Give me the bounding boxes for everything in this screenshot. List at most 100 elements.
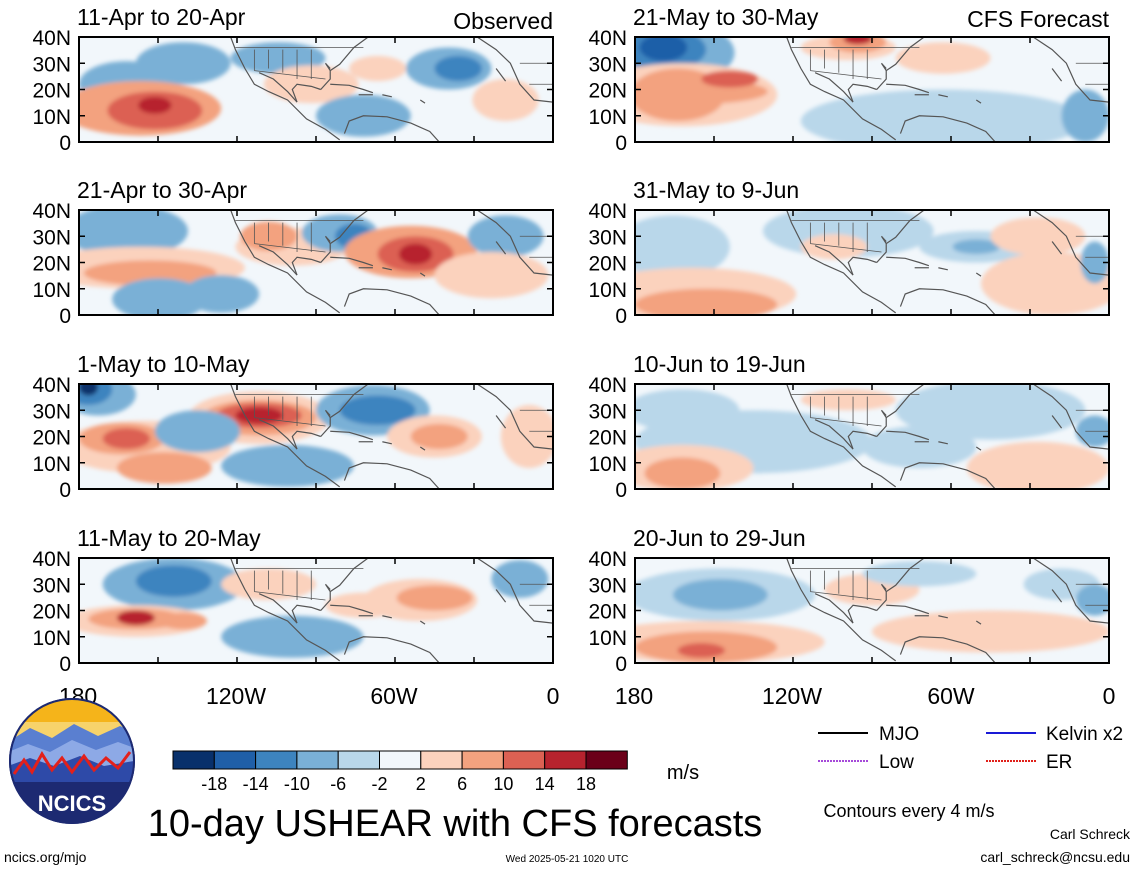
shear-field-observed-4 (79, 558, 553, 663)
shear-contour (635, 288, 778, 315)
panel-forecast-1: 21-May to 30-May 40N 30N 20N 10N 0 (588, 4, 1110, 155)
y-tick-label: 0 (59, 305, 71, 328)
colorbar-swatch (502, 750, 546, 770)
y-tick-label: 10N (588, 453, 627, 476)
colorbar-swatch (585, 750, 628, 770)
y-tick-label: 20N (588, 253, 627, 276)
shear-field-forecast-2 (635, 210, 1109, 315)
shear-contour (1080, 241, 1109, 284)
x-tick-label-right-120w: 120W (762, 683, 822, 709)
shear-contour (862, 561, 977, 587)
shear-contour (79, 210, 189, 258)
shear-contour (102, 428, 151, 450)
shear-contour (862, 426, 977, 468)
shear-contour (635, 389, 740, 432)
axis-ticks (634, 209, 1110, 316)
y-tick-label: 10N (588, 627, 627, 650)
panel-title-forecast-1: 21-May to 30-May (633, 4, 819, 30)
colorbar-tick-label: -14 (243, 774, 269, 794)
coastline-map (230, 384, 553, 489)
y-tick-label: 20N (32, 80, 71, 103)
y-tick-label: 40N (32, 374, 71, 397)
shear-contour (112, 278, 207, 315)
shear-contour (701, 70, 759, 88)
colorbar-swatch (420, 750, 463, 770)
shear-contour (966, 441, 1109, 489)
axis-ticks (634, 557, 1110, 664)
legend-label-low: Low (879, 752, 914, 773)
colorbar-swatch (544, 750, 587, 770)
colorbar-swatch (379, 750, 422, 770)
panel-forecast-2: 31-May to 9-Jun 40N 30N 20N 10N 0 (588, 177, 1110, 328)
units-label: m/s (667, 762, 699, 784)
colorbar-tick-label: -2 (371, 774, 387, 794)
footer-site: ncics.org/mjo (4, 849, 87, 865)
panel-observed-1: 11-Apr to 20-Apr 40N 30N 20N 10N 0 (32, 4, 554, 155)
coastline-map (786, 384, 1109, 489)
shear-contour (872, 610, 1109, 653)
shear-contour (800, 89, 1086, 142)
y-tick-label: 30N (588, 226, 627, 249)
axis-ticks (78, 36, 554, 143)
y-tick-label: 20N (32, 601, 71, 624)
y-tick-label: 40N (32, 200, 71, 223)
shear-contour (677, 643, 726, 658)
y-tick-label: 30N (588, 400, 627, 423)
x-tick-label-left-0: 0 (547, 683, 560, 709)
y-tick-label: 0 (59, 132, 71, 155)
colorbar-tick-label: 14 (535, 774, 555, 794)
shear-contour (135, 42, 231, 85)
logo-text: NCICS (38, 791, 106, 816)
colorbar: -18 -14 -10 -6 -2 2 6 10 14 18 (172, 750, 628, 794)
legend-label-mjo: MJO (879, 724, 919, 745)
shear-field-observed-1 (79, 37, 553, 142)
shear-contour (434, 252, 549, 299)
shear-contour (644, 457, 721, 489)
shear-field-forecast-3 (635, 384, 1109, 489)
shear-contour (410, 423, 468, 450)
shear-contour (635, 215, 730, 279)
y-tick-label: 10N (588, 279, 627, 302)
y-tick-label: 40N (588, 548, 627, 571)
shear-contour (116, 610, 155, 626)
coastline-map (786, 558, 1109, 663)
y-tick-label: 40N (32, 27, 71, 50)
shear-contour (1075, 584, 1109, 616)
y-tick-label: 30N (32, 400, 71, 423)
legend-label-kelvin: Kelvin x2 (1046, 724, 1123, 745)
panel-title-observed-1: 11-Apr to 20-Apr (77, 4, 246, 30)
axis-ticks (78, 383, 554, 490)
y-tick-label: 20N (588, 427, 627, 450)
shear-contour (396, 585, 473, 611)
shear-contour (79, 384, 98, 396)
panel-observed-3: 1-May to 10-May 40N 30N 20N 10N 0 (32, 351, 554, 502)
colorbar-tick-label: -10 (284, 774, 310, 794)
axis-ticks (634, 383, 1110, 490)
y-tick-label: 20N (588, 601, 627, 624)
shear-field-observed-2 (79, 210, 553, 315)
shear-contour (135, 565, 212, 597)
coastline-map (786, 37, 1109, 142)
legend: MJO Kelvin x2 Low ER (818, 724, 1123, 773)
panel-forecast-4: 20-Jun to 29-Jun 40N 30N 20N 10N 0 (588, 525, 1110, 676)
ncics-logo: NCICS (9, 698, 135, 824)
panel-title-observed-4: 11-May to 20-May (77, 525, 261, 551)
cfs-forecast-label: CFS Forecast (967, 6, 1109, 32)
footer-email: carl_schreck@ncsu.edu (980, 849, 1130, 865)
y-tick-label: 0 (615, 653, 627, 676)
y-tick-label: 0 (615, 132, 627, 155)
y-tick-label: 0 (615, 305, 627, 328)
footer-timestamp: Wed 2025-05-21 1020 UTC (506, 854, 629, 865)
shear-contour (349, 55, 407, 82)
colorbar-swatch (296, 750, 339, 770)
shear-contour (434, 55, 482, 82)
colorbar-tick-label: 10 (493, 774, 513, 794)
y-tick-label: 30N (32, 574, 71, 597)
axis-ticks (78, 557, 554, 664)
panel-title-forecast-3: 10-Jun to 19-Jun (633, 351, 806, 377)
colorbar-tick-label: 6 (457, 774, 467, 794)
shear-contour (221, 444, 354, 487)
shear-contour (159, 612, 207, 630)
panel-observed-2: 21-Apr to 30-Apr 40N 30N 20N 10N 0 (32, 177, 554, 328)
